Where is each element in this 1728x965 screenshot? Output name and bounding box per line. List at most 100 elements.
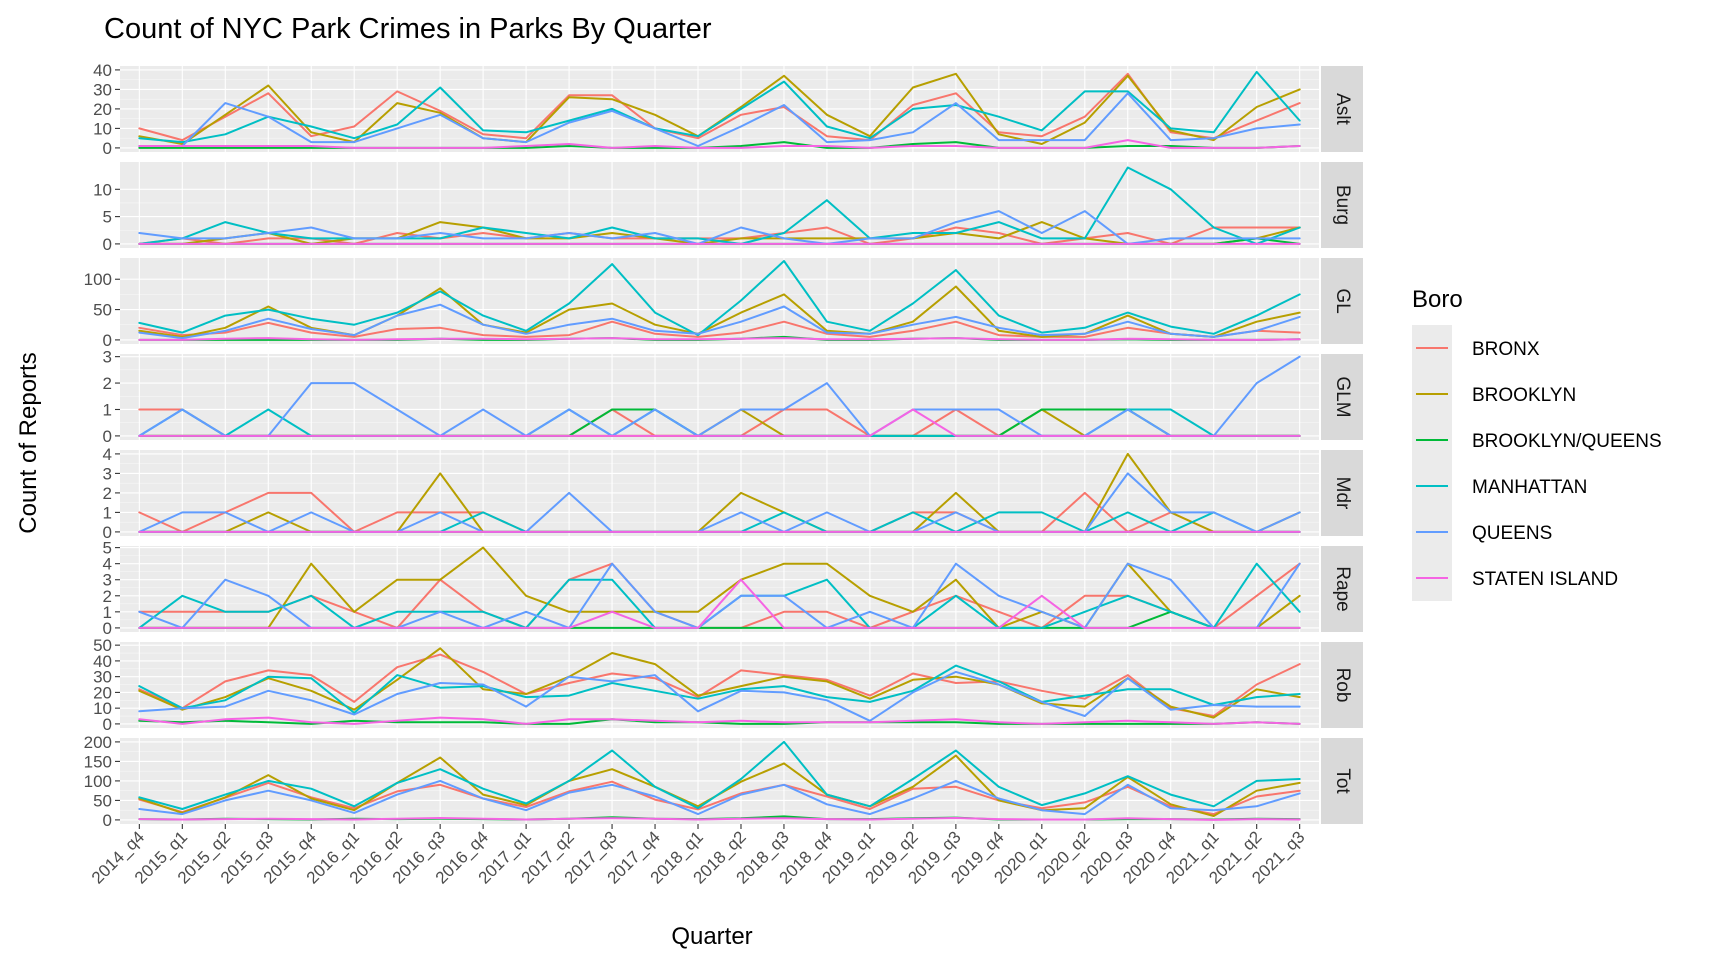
facet-strip-label: GLM	[1332, 376, 1353, 417]
facet-strip	[1321, 738, 1363, 824]
y-tick-label: 10	[93, 180, 112, 199]
x-axis-title: Quarter	[671, 923, 752, 950]
y-tick-label: 30	[93, 668, 112, 687]
series-line-bronx	[138, 653, 1301, 717]
facet-panel-glm: 0 1 2 3 GLM	[103, 348, 1363, 446]
y-tick-label: 0	[103, 139, 112, 158]
legend-item-staten-island: STATEN ISLAND	[1412, 555, 1618, 601]
y-tick-label: 3	[103, 464, 112, 483]
y-tick-label: 40	[93, 652, 112, 671]
y-tick-label: 0	[103, 235, 112, 254]
y-tick-label: 40	[93, 61, 112, 80]
series-line-queens	[138, 472, 1301, 533]
y-tick-label: 20	[93, 683, 112, 702]
series-line-queens	[138, 779, 1301, 816]
y-tick-label: 50	[93, 791, 112, 810]
y-tick-label: 100	[84, 772, 112, 791]
y-tick-label: 50	[93, 636, 112, 655]
legend-item-manhattan: MANHATTAN	[1412, 463, 1587, 509]
y-tick-label: 5	[103, 208, 112, 227]
y-tick-label: 3	[103, 348, 112, 367]
y-tick-label: 0	[103, 619, 112, 638]
y-tick-label: 0	[103, 715, 112, 734]
legend-label: BROOKLYN	[1472, 385, 1576, 406]
facet-strip	[1321, 354, 1363, 440]
panel-background	[120, 354, 1319, 440]
facet-strip-label: Tot	[1332, 768, 1353, 794]
y-tick-label: 4	[103, 555, 112, 574]
facet-strip-label: Aslt	[1332, 93, 1353, 125]
y-tick-label: 10	[93, 699, 112, 718]
legend-label: BROOKLYN/QUEENS	[1472, 431, 1662, 452]
chart-title: Count of NYC Park Crimes in Parks By Qua…	[104, 13, 712, 45]
legend: Boro BRONX BROOKLYN BROOKLYN/QUEENS MANHATT…	[1412, 286, 1662, 601]
y-tick-label: 4	[103, 445, 112, 464]
series-line-queens	[138, 210, 1301, 245]
y-tick-label: 100	[84, 270, 112, 289]
series-line-queens	[138, 92, 1301, 147]
legend-item-bronx: BRONX	[1412, 325, 1540, 371]
legend-title: Boro	[1412, 286, 1463, 313]
series-line-staten-island	[138, 578, 1301, 629]
panel-background	[120, 258, 1319, 344]
facet-strip-label: GL	[1332, 288, 1353, 313]
legend-label: BRONX	[1472, 339, 1540, 360]
legend-label: MANHATTAN	[1472, 477, 1587, 498]
series-line-bronx	[138, 320, 1301, 338]
y-tick-label: 50	[93, 301, 112, 320]
y-tick-label: 2	[103, 587, 112, 606]
y-axis-title: Count of Reports	[15, 352, 42, 533]
facet-strip	[1321, 258, 1363, 344]
facet-strip	[1321, 546, 1363, 632]
panel-background	[120, 546, 1319, 632]
y-tick-label: 3	[103, 571, 112, 590]
series-line-queens	[138, 670, 1301, 722]
y-tick-label: 1	[103, 503, 112, 522]
y-tick-label: 0	[103, 523, 112, 542]
y-tick-label: 5	[103, 539, 112, 558]
facet-strip	[1321, 66, 1363, 152]
y-tick-label: 200	[84, 733, 112, 752]
series-line-staten-island	[138, 716, 1301, 725]
y-tick-label: 2	[103, 484, 112, 503]
y-tick-label: 150	[84, 752, 112, 771]
series-line-manhattan	[138, 664, 1301, 714]
facet-strip-label: Burg	[1332, 185, 1353, 225]
series-line-queens	[138, 303, 1301, 340]
facet-strip	[1321, 642, 1363, 728]
facet-strip-label: Mdr	[1332, 477, 1353, 510]
facet-strip	[1321, 162, 1363, 248]
x-axis: 2014_q42015_q12015_q22015_q32015_q42016_…	[88, 824, 1308, 888]
y-tick-label: 20	[93, 100, 112, 119]
series-line-manhattan	[138, 166, 1301, 245]
series-line-manhattan	[138, 260, 1301, 337]
facet-panel-burg: 0 5 10 Burg	[93, 162, 1363, 254]
legend-item-brooklyn-queens: BROOKLYN/QUEENS	[1412, 417, 1662, 463]
legend-item-brooklyn: BROOKLYN	[1412, 371, 1576, 417]
series-line-staten-island	[138, 139, 1301, 149]
series-line-manhattan	[138, 740, 1301, 810]
y-tick-label: 0	[103, 331, 112, 350]
series-line-manhattan	[138, 70, 1301, 144]
series-line-staten-island	[138, 408, 1301, 437]
legend-label: STATEN ISLAND	[1472, 569, 1618, 590]
facet-strip-label: Rob	[1332, 668, 1353, 703]
series-line-staten-island	[138, 817, 1301, 821]
y-tick-label: 1	[103, 400, 112, 419]
facet-panel-gl: 0 50 100 GL	[84, 258, 1363, 350]
series-line-bronx	[138, 780, 1301, 816]
facet-strip-label: Rape	[1332, 566, 1353, 611]
y-tick-label: 0	[103, 427, 112, 446]
facet-strip	[1321, 450, 1363, 536]
legend-label: QUEENS	[1472, 523, 1552, 544]
y-tick-label: 0	[103, 811, 112, 830]
y-tick-label: 30	[93, 80, 112, 99]
series-line-staten-island	[138, 337, 1301, 341]
legend-item-queens: QUEENS	[1412, 509, 1552, 555]
